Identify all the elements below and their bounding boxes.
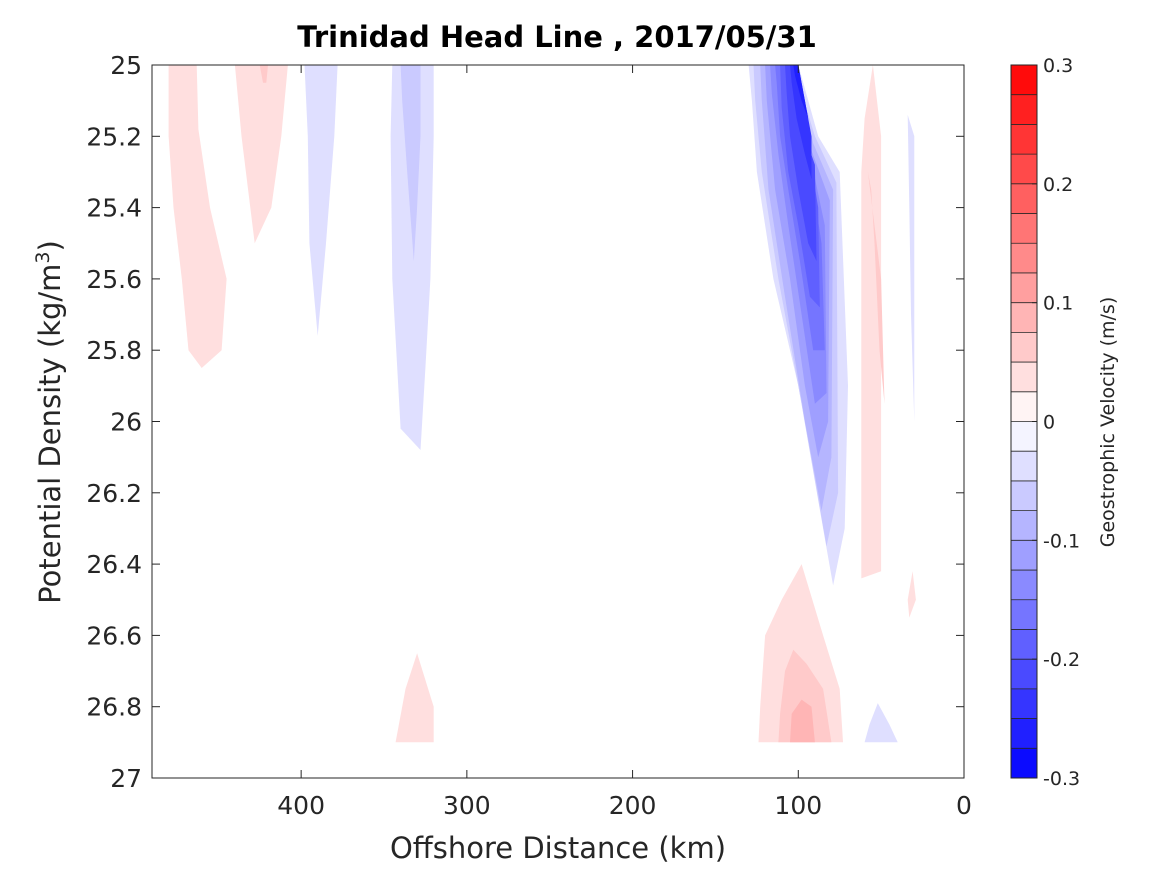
y-tick-label: 25.4 bbox=[86, 194, 142, 223]
y-axis-title: Potential Density (kg/m3) bbox=[32, 240, 67, 604]
y-axis-title-superscript: 3 bbox=[32, 251, 54, 263]
x-tick-label: 100 bbox=[774, 791, 822, 820]
contour-region-blue-front bbox=[793, 65, 809, 119]
y-tick-label: 26.2 bbox=[86, 479, 142, 508]
colorbar-band bbox=[1011, 124, 1037, 155]
y-axis-title-main: Potential Density (kg/m bbox=[33, 264, 67, 604]
x-tick-label: 200 bbox=[609, 791, 657, 820]
y-tick-label: 25.6 bbox=[86, 265, 142, 294]
x-axis-title: Offshore Distance (km) bbox=[390, 831, 726, 865]
colorbar-tick-label: -0.1 bbox=[1043, 530, 1080, 552]
chart-title: Trinidad Head Line , 2017/05/31 bbox=[297, 20, 817, 54]
colorbar-band bbox=[1011, 540, 1037, 571]
y-tick-label: 26.4 bbox=[86, 550, 142, 579]
colorbar-band bbox=[1011, 510, 1037, 541]
colorbar-tick-label: -0.2 bbox=[1043, 649, 1080, 671]
contour-region-blue-30 bbox=[907, 114, 915, 422]
y-tick-label: 25.2 bbox=[86, 122, 142, 151]
y-axis: 25 25.2 25.4 25.6 25.8 26 26.2 26.4 26.6 26.8 27 bbox=[86, 51, 964, 793]
colorbar-band bbox=[1011, 748, 1037, 779]
colorbar-band bbox=[1011, 94, 1037, 125]
contour-region-blue-335 bbox=[390, 65, 434, 450]
y-tick-label: 25.8 bbox=[86, 336, 142, 365]
colorbar-tick-label: 0.1 bbox=[1043, 293, 1073, 315]
colorbar-band bbox=[1011, 243, 1037, 274]
colorbar-band bbox=[1011, 272, 1037, 304]
colorbar-band bbox=[1011, 183, 1037, 214]
y-tick-label: 26 bbox=[110, 408, 142, 437]
colorbar-band bbox=[1011, 213, 1037, 244]
contour-region-pink-420 bbox=[234, 65, 288, 244]
colorbar-tick-label: 0.3 bbox=[1043, 55, 1073, 77]
contour-region-blue-front bbox=[790, 65, 812, 180]
colorbar-band bbox=[1011, 391, 1037, 422]
colorbar-tick-label: -0.3 bbox=[1043, 768, 1080, 790]
colorbar-ticks: 0.3 0.2 0.1 0 -0.1 -0.2 -0.3 bbox=[1032, 55, 1080, 790]
x-tick-label: 400 bbox=[277, 791, 325, 820]
y-tick-label: 27 bbox=[110, 764, 142, 793]
x-tick-label: 0 bbox=[956, 791, 972, 820]
contour-region-pink-50 bbox=[861, 65, 882, 579]
colorbar-band bbox=[1011, 570, 1037, 601]
contour-region-blue-front bbox=[785, 65, 817, 262]
x-tick-label: 300 bbox=[443, 791, 491, 820]
contour-region-blue-390 bbox=[304, 65, 338, 336]
y-tick-label: 25 bbox=[110, 51, 142, 80]
colorbar-band bbox=[1011, 629, 1037, 660]
contour-region-pink-deep bbox=[790, 699, 815, 743]
y-tick-label: 26.6 bbox=[86, 621, 142, 650]
colorbar-band bbox=[1011, 421, 1037, 452]
colorbar-band bbox=[1011, 688, 1037, 719]
colorbar-band bbox=[1011, 480, 1037, 512]
contour-plot bbox=[168, 65, 916, 743]
y-tick-label: 26.8 bbox=[86, 693, 142, 722]
colorbar-band bbox=[1011, 718, 1037, 749]
colorbar-band bbox=[1011, 659, 1037, 690]
colorbar-band bbox=[1011, 362, 1037, 393]
colorbar-band bbox=[1011, 451, 1037, 482]
contour-region-pink-50-core bbox=[867, 172, 885, 404]
contour-region-pink-330-deep bbox=[395, 653, 434, 743]
colorbar-band bbox=[1011, 302, 1037, 333]
contour-region-pink-420-core bbox=[259, 65, 268, 83]
colorbar bbox=[1010, 64, 1038, 779]
colorbar-band bbox=[1011, 599, 1037, 630]
colorbar-band bbox=[1011, 154, 1037, 185]
y-axis-title-close: ) bbox=[33, 240, 67, 251]
colorbar-tick-label: 0.2 bbox=[1043, 174, 1073, 196]
contour-region-blue-55-deep bbox=[864, 703, 898, 743]
contour-region-pink-left-460 bbox=[168, 65, 227, 368]
contour-region-blue-335-core bbox=[400, 65, 421, 262]
colorbar-band bbox=[1011, 332, 1037, 363]
colorbar-band bbox=[1011, 65, 1037, 96]
x-axis: 400 300 200 100 0 bbox=[277, 65, 972, 820]
colorbar-tick-label: 0 bbox=[1043, 412, 1055, 434]
colorbar-title: Geostrophic Velocity (m/s) bbox=[1097, 297, 1119, 547]
contour-region-pink-30 bbox=[907, 571, 916, 618]
